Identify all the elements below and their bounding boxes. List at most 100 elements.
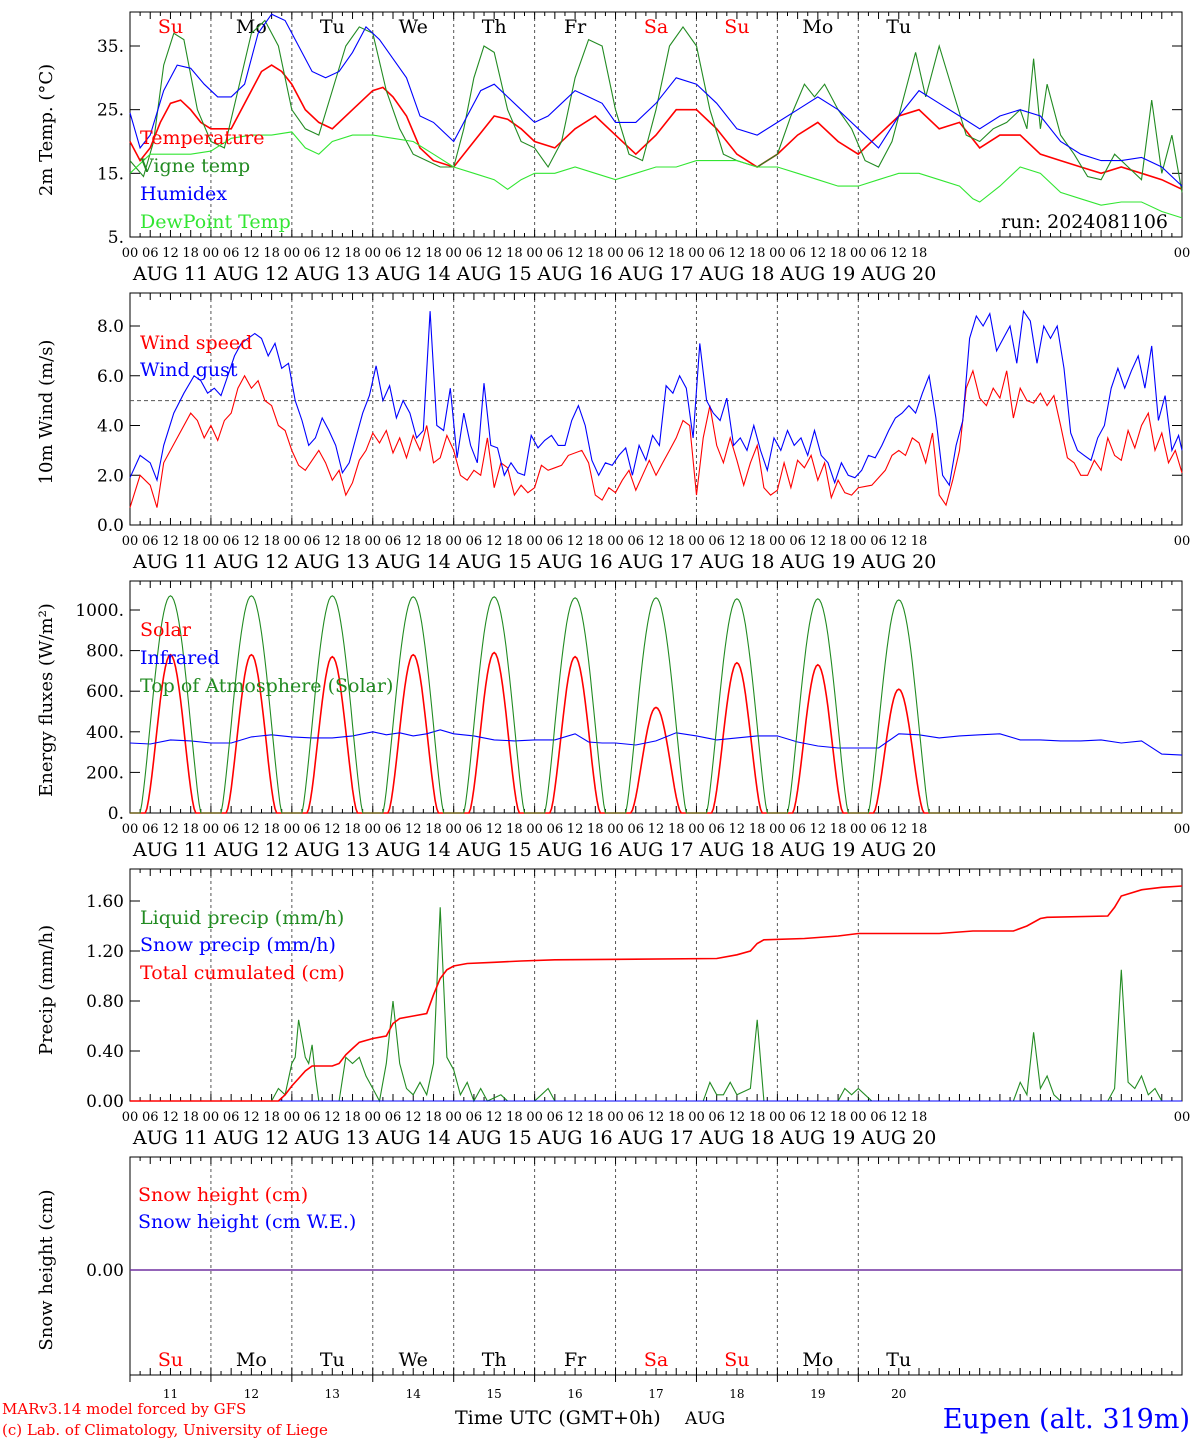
x-hour-label: 18 <box>668 1110 685 1125</box>
x-hour-label: 18 <box>911 1110 928 1125</box>
x-hour-label: 06 <box>789 822 806 837</box>
day-number-label: 11 <box>163 1387 178 1401</box>
weekday-label: Su <box>158 16 183 38</box>
x-hour-label: 06 <box>223 534 240 549</box>
x-hour-label: 00 <box>364 822 381 837</box>
x-hour-label: 06 <box>304 246 321 261</box>
x-hour-label: 12 <box>405 822 422 837</box>
plot-frame <box>129 580 1183 814</box>
x-date-label: AUG 17 <box>617 551 693 573</box>
x-hour-label: 00 <box>122 1110 139 1125</box>
x-hour-label: 00 <box>284 246 301 261</box>
x-hour-label: 00 <box>122 822 139 837</box>
x-hour-label: 12 <box>648 246 665 261</box>
x-hour-label: 00 <box>284 534 301 549</box>
x-hour-label: 12 <box>162 534 179 549</box>
x-hour-label: 18 <box>506 246 523 261</box>
x-hour-label: 12 <box>648 822 665 837</box>
x-hour-label: 18 <box>587 534 604 549</box>
weekday-label: Su <box>724 16 749 38</box>
x-date-label: AUG 18 <box>698 263 774 285</box>
x-hour-label: 18 <box>425 534 442 549</box>
legend-snow-precip: Snow precip (mm/h) <box>140 934 336 956</box>
x-hour-label: 06 <box>708 246 725 261</box>
x-hour-label: 06 <box>385 1110 402 1125</box>
plot-frame <box>129 868 1183 1102</box>
x-hour-label: 00 <box>526 534 543 549</box>
x-hour-label: 06 <box>708 1110 725 1125</box>
day-number-label: 17 <box>648 1387 663 1401</box>
x-hour-label: 12 <box>890 246 907 261</box>
y-tick-label: 2.0 <box>97 466 124 486</box>
x-hour-label: 12 <box>243 1110 260 1125</box>
x-hour-label: 00 <box>122 246 139 261</box>
x-hour-label: 18 <box>263 246 280 261</box>
x-hour-label: 18 <box>587 1110 604 1125</box>
x-hour-label: 06 <box>870 534 887 549</box>
x-hour-label: 00 <box>688 534 705 549</box>
x-hour-label: 06 <box>547 1110 564 1125</box>
x-hour-label: 18 <box>344 1110 361 1125</box>
x-date-label: AUG 17 <box>617 839 693 861</box>
x-hour-label: 00 <box>445 534 462 549</box>
wind-legend: Wind speed Wind gust <box>140 332 252 381</box>
x-hour-label: 18 <box>830 534 847 549</box>
x-date-label: AUG 20 <box>860 263 936 285</box>
x-date-label: AUG 18 <box>698 551 774 573</box>
x-hour-label: 06 <box>466 822 483 837</box>
weekday-label: We <box>399 1349 428 1371</box>
x-hour-label: 12 <box>405 246 422 261</box>
x-hour-label: 18 <box>263 1110 280 1125</box>
x-hour-label: 18 <box>182 822 199 837</box>
x-hour-label: 12 <box>243 822 260 837</box>
x-hour-label: 12 <box>486 246 503 261</box>
weekday-label: Tu <box>320 16 345 38</box>
y-axis-label: 2m Temp. (°C) <box>36 64 57 196</box>
x-hour-label: 00 <box>688 1110 705 1125</box>
temp-legend: Temperature Vigne temp Humidex DewPoint … <box>139 127 1168 233</box>
day-number-label: 16 <box>567 1387 582 1401</box>
series-line-total-cumulated-cm- <box>130 885 1183 1102</box>
x-hour-label: 18 <box>749 534 766 549</box>
x-hour-label: 18 <box>830 822 847 837</box>
x-date-label: AUG 11 <box>132 551 208 573</box>
x-hour-label: 06 <box>870 246 887 261</box>
x-date-label: AUG 15 <box>456 551 532 573</box>
x-hour-label: 00 <box>850 534 867 549</box>
x-hour-label: 06 <box>466 1110 483 1125</box>
x-hour-label: 00 <box>607 1110 624 1125</box>
x-date-label: AUG 19 <box>779 839 855 861</box>
x-hour-label: 00 <box>769 1110 786 1125</box>
x-hour-label: 06 <box>870 822 887 837</box>
x-hour-label: 18 <box>182 1110 199 1125</box>
weekday-label: Su <box>158 1349 183 1371</box>
y-tick-label: 0.80 <box>86 992 124 1012</box>
x-hour-label: 00 <box>688 822 705 837</box>
x-hour-label: 18 <box>911 822 928 837</box>
weekday-label: Mo <box>236 1349 267 1371</box>
x-hour-label: 00 <box>1174 534 1191 549</box>
weekday-label: Tu <box>320 1349 345 1371</box>
x-hour-label: 06 <box>627 534 644 549</box>
x-hour-label: 06 <box>708 822 725 837</box>
x-hour-label: 12 <box>567 534 584 549</box>
x-hour-label: 12 <box>648 1110 665 1125</box>
weekday-label: Th <box>482 16 507 38</box>
x-hour-label: 12 <box>405 534 422 549</box>
y-tick-label: 15. <box>97 164 124 184</box>
x-hour-label: 18 <box>749 822 766 837</box>
x-hour-label: 00 <box>284 1110 301 1125</box>
x-hour-label: 12 <box>810 1110 827 1125</box>
x-hour-label: 18 <box>506 534 523 549</box>
x-hour-label: 12 <box>162 1110 179 1125</box>
x-hour-label: 18 <box>263 822 280 837</box>
day-number-label: 19 <box>810 1387 825 1401</box>
x-hour-label: 12 <box>486 1110 503 1125</box>
legend-wind-speed: Wind speed <box>140 332 252 354</box>
x-date-label: AUG 20 <box>860 551 936 573</box>
x-hour-label: 06 <box>223 1110 240 1125</box>
time-axis-label: Time UTC (GMT+0h) <box>455 1407 661 1429</box>
weekday-label: Sa <box>644 1349 668 1371</box>
x-hour-label: 18 <box>506 1110 523 1125</box>
x-hour-label: 00 <box>1174 246 1191 261</box>
